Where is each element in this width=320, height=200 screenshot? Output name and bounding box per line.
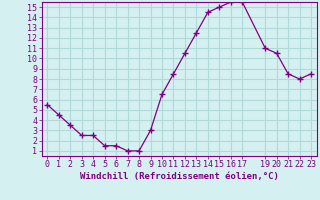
- X-axis label: Windchill (Refroidissement éolien,°C): Windchill (Refroidissement éolien,°C): [80, 172, 279, 181]
